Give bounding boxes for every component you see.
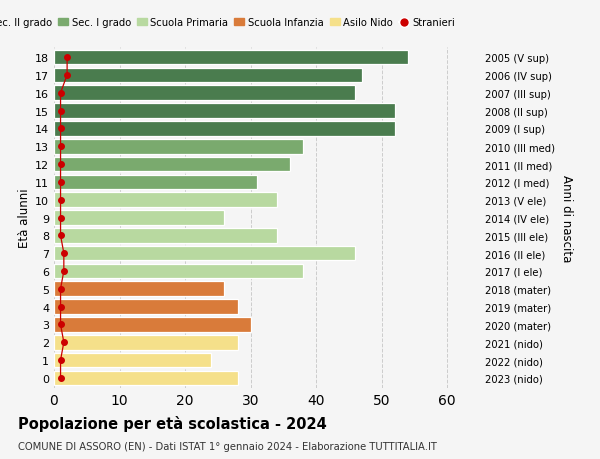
Bar xyxy=(54,300,238,314)
Bar xyxy=(54,68,362,83)
Bar xyxy=(54,104,395,118)
Text: Popolazione per età scolastica - 2024: Popolazione per età scolastica - 2024 xyxy=(18,415,327,431)
Legend: Sec. II grado, Sec. I grado, Scuola Primaria, Scuola Infanzia, Asilo Nido, Stran: Sec. II grado, Sec. I grado, Scuola Prim… xyxy=(0,14,459,32)
Bar xyxy=(54,122,395,136)
Y-axis label: Età alunni: Età alunni xyxy=(18,188,31,248)
Bar xyxy=(54,211,224,225)
Bar xyxy=(54,193,277,207)
Bar xyxy=(54,175,257,190)
Bar xyxy=(54,50,408,65)
Bar xyxy=(54,335,238,350)
Bar xyxy=(54,140,303,154)
Bar xyxy=(54,353,211,368)
Bar xyxy=(54,371,238,386)
Bar xyxy=(54,246,355,261)
Bar xyxy=(54,229,277,243)
Bar xyxy=(54,282,224,297)
Bar xyxy=(54,264,303,279)
Bar xyxy=(54,318,251,332)
Text: COMUNE DI ASSORO (EN) - Dati ISTAT 1° gennaio 2024 - Elaborazione TUTTITALIA.IT: COMUNE DI ASSORO (EN) - Dati ISTAT 1° ge… xyxy=(18,441,437,451)
Y-axis label: Anni di nascita: Anni di nascita xyxy=(560,174,574,262)
Bar xyxy=(54,86,355,101)
Bar xyxy=(54,157,290,172)
